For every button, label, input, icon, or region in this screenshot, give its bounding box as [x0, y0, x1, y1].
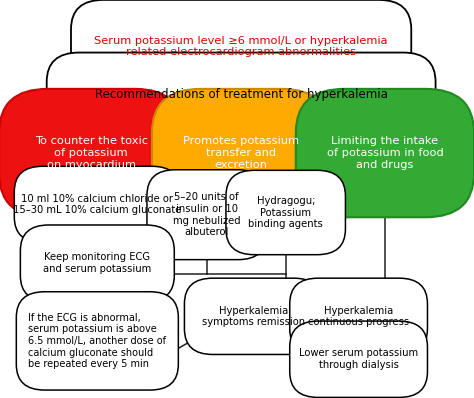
Text: Hyperkalemia
symptoms remission: Hyperkalemia symptoms remission: [202, 306, 305, 327]
FancyBboxPatch shape: [184, 278, 322, 355]
FancyBboxPatch shape: [16, 292, 178, 390]
FancyBboxPatch shape: [0, 89, 183, 217]
FancyBboxPatch shape: [20, 225, 174, 301]
Text: 5–20 units of
insulin or 10
mg nebulized
albuterol: 5–20 units of insulin or 10 mg nebulized…: [173, 192, 240, 237]
FancyBboxPatch shape: [290, 278, 428, 355]
Text: Limiting the intake
of potassium in food
and drugs: Limiting the intake of potassium in food…: [327, 137, 443, 170]
FancyBboxPatch shape: [47, 53, 436, 136]
Text: If the ECG is abnormal,
serum potassium is above
6.5 mmol/L, another dose of
cal: If the ECG is abnormal, serum potassium …: [28, 313, 166, 369]
Text: Keep monitoring ECG
and serum potassium: Keep monitoring ECG and serum potassium: [43, 252, 152, 274]
Text: To counter the toxic
of potassium
on myocardium: To counter the toxic of potassium on myo…: [35, 137, 148, 170]
Text: Lower serum potassium
through dialysis: Lower serum potassium through dialysis: [299, 348, 418, 370]
FancyBboxPatch shape: [226, 170, 346, 255]
Text: Hydragogu;
Potassium
binding agents: Hydragogu; Potassium binding agents: [248, 196, 323, 229]
FancyBboxPatch shape: [152, 89, 330, 217]
Text: 10 ml 10% calcium chloride or
15–30 mL 10% calcium gluconate: 10 ml 10% calcium chloride or 15–30 mL 1…: [13, 194, 182, 215]
FancyBboxPatch shape: [14, 166, 181, 243]
FancyBboxPatch shape: [147, 170, 266, 259]
FancyBboxPatch shape: [290, 321, 428, 397]
FancyBboxPatch shape: [71, 0, 411, 94]
Text: Recommendations of treatment for hyperkalemia: Recommendations of treatment for hyperka…: [95, 88, 388, 101]
Text: Serum potassium level ≥6 mmol/L or hyperkalemia
related electrocardiogram abnorm: Serum potassium level ≥6 mmol/L or hyper…: [94, 36, 388, 57]
FancyBboxPatch shape: [296, 89, 474, 217]
Text: Promotes potassium
transfer and
excretion: Promotes potassium transfer and excretio…: [183, 137, 299, 170]
Text: Hyperkalemia
continuous progress: Hyperkalemia continuous progress: [308, 306, 409, 327]
